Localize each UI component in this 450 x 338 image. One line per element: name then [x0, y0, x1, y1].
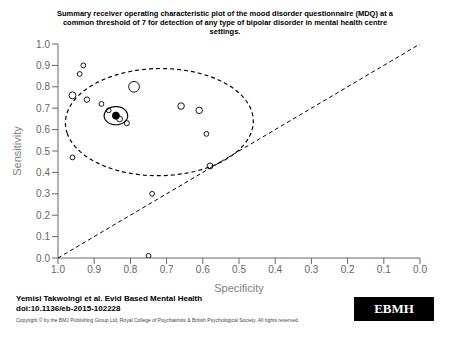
html-text:Copyright © by the BMJ Publish: Copyright © by the BMJ Publishing Group …: [16, 317, 300, 323]
html-text:doi:10.1136/eb-2015-102228: doi:10.1136/eb-2015-102228: [16, 304, 121, 313]
svg-text:0.9: 0.9: [87, 264, 101, 275]
html-text:Summary receiver operating cha: Summary receiver operating characteristi…: [57, 9, 393, 18]
html-text:common threshold of 7 for dete: common threshold of 7 for detection of a…: [62, 18, 388, 27]
svg-text:0.7: 0.7: [36, 103, 50, 114]
html-text:settings.: settings.: [209, 27, 241, 36]
svg-text:0.8: 0.8: [123, 264, 137, 275]
svg-text:0.1: 0.1: [36, 231, 50, 242]
svg-text:0.8: 0.8: [36, 81, 50, 92]
svg-text:0.2: 0.2: [36, 210, 50, 221]
svg-text:0.0: 0.0: [36, 253, 50, 264]
svg-text:0.4: 0.4: [36, 167, 50, 178]
svg-text:0.1: 0.1: [377, 264, 391, 275]
svg-text:0.5: 0.5: [36, 146, 50, 157]
svg-text:0.4: 0.4: [268, 264, 282, 275]
svg-text:1.0: 1.0: [36, 39, 50, 50]
svg-text:Specificity: Specificity: [214, 282, 264, 294]
svg-text:0.6: 0.6: [196, 264, 210, 275]
svg-text:0.9: 0.9: [36, 60, 50, 71]
svg-text:0.6: 0.6: [36, 124, 50, 135]
svg-text:0.5: 0.5: [232, 264, 246, 275]
svg-text:1.0: 1.0: [51, 264, 65, 275]
svg-text:0.3: 0.3: [304, 264, 318, 275]
svg-text:Sensitivity: Sensitivity: [11, 126, 23, 176]
html-text:Yemisi Takwoingi et al. Evid B: Yemisi Takwoingi et al. Evid Based Menta…: [16, 294, 203, 303]
svg-text:0.2: 0.2: [341, 264, 355, 275]
svg-text:0.7: 0.7: [160, 264, 174, 275]
svg-text:0.0: 0.0: [413, 264, 427, 275]
html-text:EBMH: EBMH: [374, 301, 414, 316]
svg-text:0.3: 0.3: [36, 188, 50, 199]
